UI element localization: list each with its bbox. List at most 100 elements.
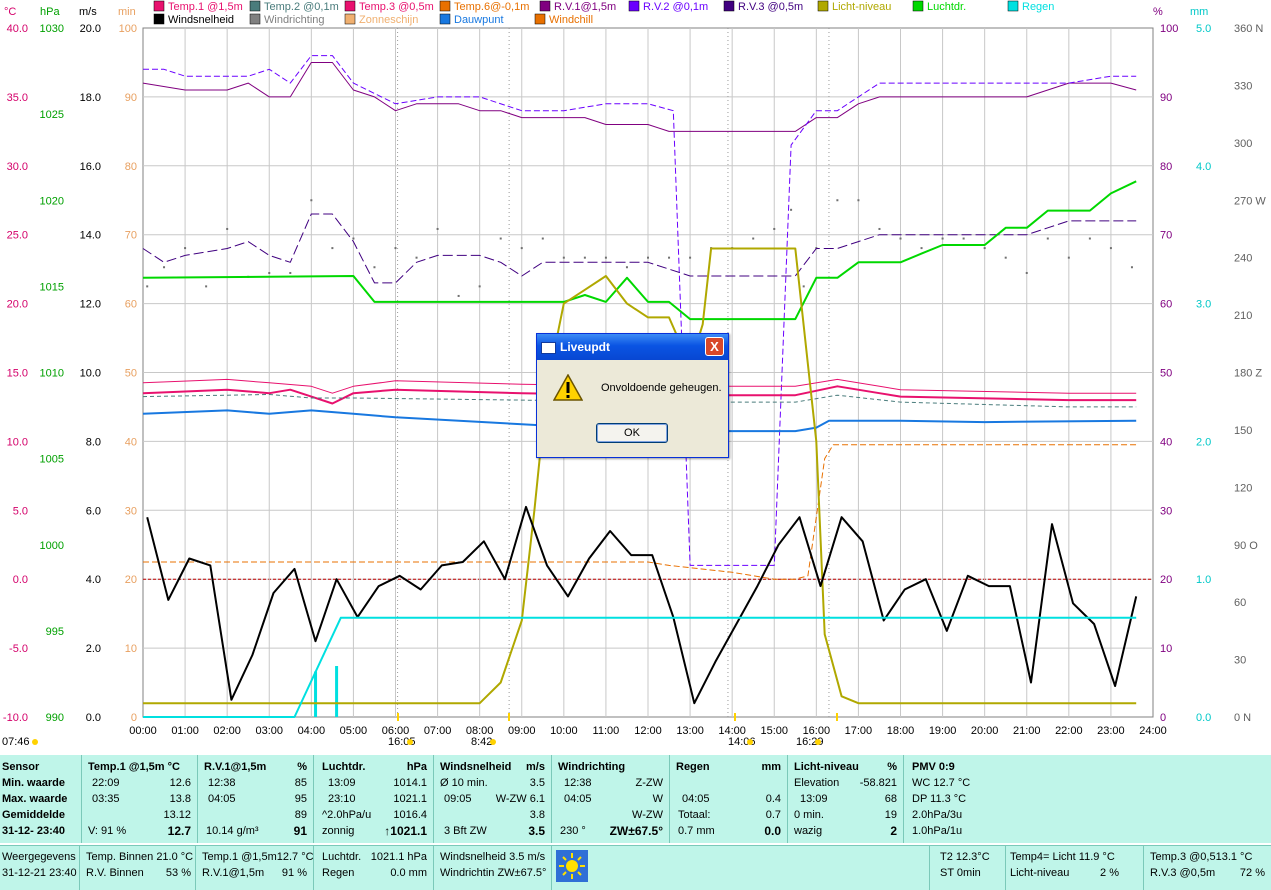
hpa-axis-label: 1005 — [40, 454, 64, 466]
pct-axis-label: 100 — [1160, 23, 1178, 35]
wind-direction-dot — [457, 294, 460, 297]
legend-swatch — [534, 13, 546, 25]
status-rv1: 91 % — [281, 867, 307, 879]
status-indoor: Temp. Binnen 21.0 °C R.V. Binnen 53 % — [80, 846, 196, 890]
left-axis-header: m/s — [79, 6, 97, 18]
dir-axis-label: 60 — [1234, 597, 1246, 609]
temp-axis-label: 0.0 — [13, 574, 28, 586]
wind-beaufort: 3 Bft ZW — [444, 825, 487, 837]
temp-min: 12.6 — [169, 777, 191, 789]
sun-marker-label: 07:46 — [2, 736, 30, 748]
x-axis-label: 19:00 — [929, 725, 957, 737]
light-sun-minutes: 0 min. — [794, 809, 824, 821]
ok-button[interactable]: OK — [596, 423, 668, 443]
mm-axis-label: 3.0 — [1196, 299, 1211, 311]
pct-axis-label: 0 — [1160, 712, 1166, 724]
wind-direction-dot — [920, 247, 923, 250]
mm-axis-label: 5.0 — [1196, 23, 1211, 35]
light-current: 2 — [890, 824, 897, 838]
mm-axis-label: 4.0 — [1196, 161, 1211, 173]
temp-axis-label: 5.0 — [13, 505, 28, 517]
light-max: 68 — [884, 793, 897, 805]
status-rv3-label: R.V.3 @0,5m — [1150, 867, 1216, 879]
series-line-licht-niveau — [143, 247, 1137, 705]
wind-direction-dot — [836, 199, 839, 202]
temp-current: 12.7 — [167, 824, 191, 838]
rain-total-label: Totaal: — [678, 809, 711, 821]
pct-axis-label: 30 — [1160, 505, 1172, 517]
series-line-windsnelheid — [146, 505, 1138, 705]
wind-direction-dot — [499, 237, 502, 240]
pct-axis-label: 50 — [1160, 368, 1172, 380]
wind-direction-dot — [899, 237, 902, 240]
legend-label: Licht-niveau — [832, 1, 891, 13]
wind-unit: m/s — [526, 761, 545, 773]
dir-axis-label: 120 — [1234, 482, 1252, 494]
press-header: Luchtdr. — [322, 761, 366, 773]
hpa-axis-label: 1020 — [40, 195, 64, 207]
status-pressure: Luchtdr. 1021.1 hPa Regen 0.0 mm — [314, 846, 434, 890]
pct-axis-label: 10 — [1160, 643, 1172, 655]
press-forecast: zonnig — [322, 825, 355, 837]
ms-axis-label: 16.0 — [80, 161, 101, 173]
wind-direction-dot — [310, 199, 313, 202]
ms-axis-label: 14.0 — [80, 230, 101, 242]
stats-direction-column: Windrichting 12:38 Z-ZW 04:05 W W-ZW 230 °… — [552, 755, 670, 843]
legend-swatch — [249, 0, 261, 12]
wind-direction-dot — [962, 237, 965, 240]
sun-marker-icon — [815, 739, 821, 745]
window-icon — [541, 342, 556, 354]
wind-direction-dot — [790, 208, 793, 211]
wind-direction-dot — [668, 256, 671, 259]
sun-marker-label: 16:05 — [388, 736, 416, 748]
wind-direction-dot — [415, 256, 418, 259]
rv-current: 91 — [293, 824, 307, 838]
temp-axis-label: 25.0 — [7, 230, 28, 242]
legend-label: Temp.6@-0,1m — [454, 1, 529, 13]
wind-direction-dot — [146, 285, 149, 288]
wind-direction-dot — [857, 199, 860, 202]
sun-marker-icon — [747, 739, 753, 745]
wind-direction-dot — [436, 227, 439, 230]
temp-max-time: 03:35 — [92, 793, 120, 805]
status-icon-cell — [552, 846, 930, 890]
series-line-temp-1-1-5m — [142, 385, 1137, 405]
left-axis-header: min — [118, 6, 136, 18]
hpa-axis-label: 1010 — [40, 368, 64, 380]
dialog-titlebar[interactable]: Liveupdt X — [537, 334, 728, 360]
ms-axis-label: 8.0 — [86, 436, 101, 448]
left-axis-header: hPa — [40, 6, 60, 18]
wind-direction-dot — [625, 266, 628, 269]
temp-axis-label: 15.0 — [7, 368, 28, 380]
rain-day: 0.7 mm — [678, 825, 715, 837]
dir-axis-label: 270 W — [1234, 195, 1266, 207]
status-temp4-value: Temp4= Licht 11.9 °C — [1010, 851, 1115, 863]
ms-axis-label: 10.0 — [80, 368, 101, 380]
legend-label: Zonneschijn — [359, 14, 418, 26]
dir-min: Z-ZW — [635, 777, 663, 789]
status-rain-value: 0.0 mm — [390, 867, 427, 879]
light-condition: wazig — [794, 825, 823, 837]
min-axis-label: 20 — [125, 574, 137, 586]
legend-swatch — [1007, 0, 1019, 12]
series-line-luchtdr- — [142, 180, 1137, 321]
dialog-close-button[interactable]: X — [705, 337, 724, 356]
mm-axis-label: 2.0 — [1196, 436, 1211, 448]
rain-unit: mm — [761, 761, 781, 773]
pmv-trend-3h: 2.0hPa/3u — [912, 809, 963, 821]
wind-direction-dot — [689, 256, 692, 259]
rv-min: 85 — [294, 777, 307, 789]
press-max: 1021.1 — [393, 793, 427, 805]
stats-light-column: Licht-niveau% Elevation -58.821 13:09 68 0… — [788, 755, 904, 843]
dir-axis-label: 330 — [1234, 80, 1252, 92]
status-wind: Windsnelheid 3.5 m/s Windrichtin ZW±67.5… — [434, 846, 552, 890]
min-axis-label: 70 — [125, 230, 137, 242]
x-axis-label: 09:00 — [508, 725, 536, 737]
sun-marker-icon — [32, 739, 38, 745]
legend-label: R.V.3 @0,5m — [738, 1, 803, 13]
status-light-label: Licht-niveau — [1010, 867, 1070, 879]
ms-axis-label: 6.0 — [86, 505, 101, 517]
wind-direction-dot — [331, 247, 334, 250]
status-pressure-value: 1021.1 hPa — [370, 851, 427, 863]
dir-avg: W-ZW — [632, 809, 663, 821]
